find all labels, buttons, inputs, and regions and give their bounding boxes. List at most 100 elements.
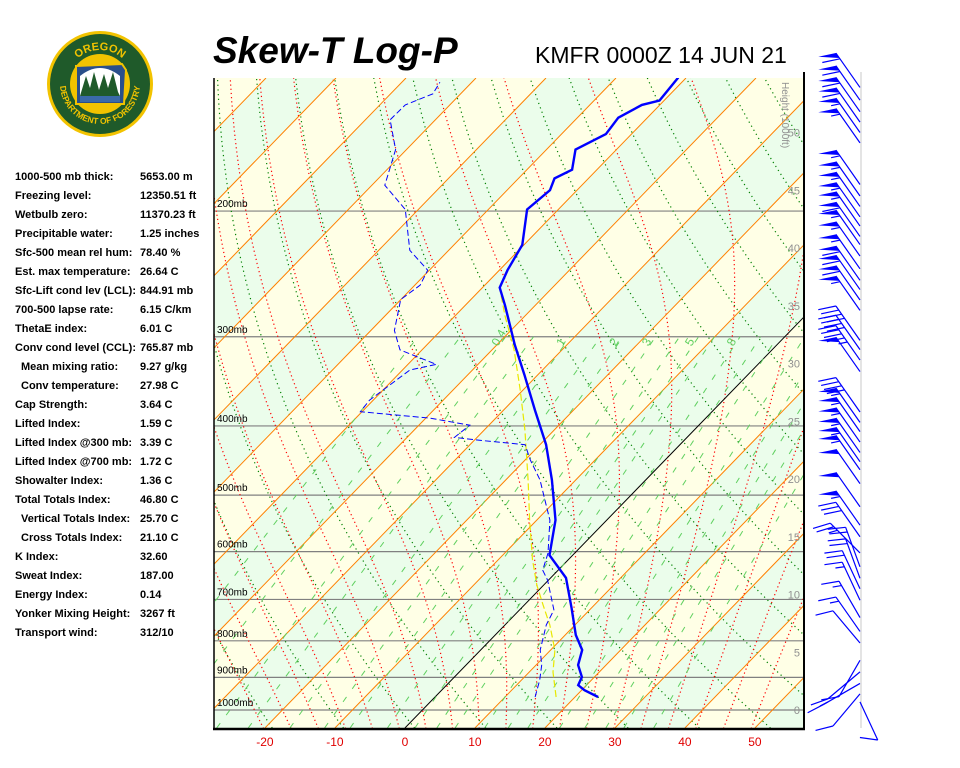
stat-value: 46.80 C (140, 494, 179, 506)
stat-row: Sweat Index: 187.00 (15, 567, 215, 586)
stat-value: 27.98 C (140, 380, 179, 392)
wind-barb (812, 522, 861, 554)
wind-barb-feather (822, 270, 841, 276)
mixing-ratio-line (247, 336, 534, 728)
wind-barb-half-feather (830, 402, 841, 406)
wind-barb-staff (835, 97, 861, 133)
moist-adiabat-line (750, 595, 804, 728)
wind-barb-feather (829, 542, 848, 547)
stat-row: Cross Totals Index: 21.10 C (15, 529, 215, 548)
temperature-tick-label: 50 (748, 735, 762, 749)
oregon-department-of-forestry-logo: OREGON DEPARTMENT OF FORESTRY (47, 31, 153, 137)
wind-barb (821, 580, 861, 618)
temperature-tick-label: -20 (256, 735, 274, 749)
stat-value: 0.14 (140, 589, 162, 601)
moist-adiabat-line (640, 78, 736, 728)
wind-barb (818, 191, 861, 227)
mixing-ratio-line (289, 336, 571, 728)
moist-adiabat-line (379, 78, 539, 728)
stat-value: 844.91 mb (140, 285, 194, 297)
wind-barb-half-feather (832, 584, 842, 588)
moist-adiabat-line (587, 78, 673, 728)
stat-value: 11370.23 ft (140, 209, 196, 221)
mixing-ratio-label: 1 (553, 335, 569, 348)
wind-barb-staff (835, 245, 861, 281)
wind-barb (818, 209, 861, 245)
mixing-ratio-label: 3 (639, 335, 655, 348)
wind-barb-feather (818, 325, 837, 330)
stat-value: 1.72 C (140, 456, 173, 468)
wind-barb-half-feather (830, 215, 841, 219)
mixing-ratio-line (324, 336, 602, 728)
wind-barb-flag (818, 449, 840, 455)
wind-barb-feather (807, 703, 824, 714)
wind-barb-flag (818, 172, 840, 177)
temperature-band (214, 100, 804, 728)
wind-barb-staff (835, 209, 861, 245)
temperature-band (684, 605, 804, 728)
chart-title: Skew-T Log-P (213, 30, 458, 71)
wind-barb-staff (835, 265, 861, 301)
stat-row: Conv temperature: 27.98 C (15, 377, 215, 396)
stat-label: Energy Index: (15, 589, 88, 601)
wind-barb (818, 336, 861, 372)
stat-value: 3.64 C (140, 399, 173, 411)
wind-barb-flag (818, 418, 840, 423)
temperature-line (498, 78, 680, 699)
wind-barbs (807, 52, 879, 741)
height-axis-label: Height (1000ft) (779, 82, 790, 148)
wind-barb (818, 76, 861, 113)
wind-barb-staff (835, 502, 861, 538)
wind-barb-staff (838, 580, 861, 618)
temperature-tick-label: 40 (678, 735, 692, 749)
wind-barb-flag (818, 397, 840, 403)
wind-barb (818, 87, 861, 123)
wind-barb-staff (827, 671, 861, 700)
stat-label: 700-500 lapse rate: (15, 304, 114, 316)
wind-barb-feather (821, 318, 839, 324)
temperature-band (544, 461, 804, 728)
dry-adiabat-line (881, 78, 960, 729)
wind-barb-staff (841, 550, 861, 589)
stat-label: Yonker Mixing Height: (15, 608, 131, 620)
stat-label: 1000-500 mb thick: (15, 171, 114, 183)
wind-barb-feather (812, 522, 831, 529)
wind-barb-flag (818, 435, 840, 441)
wind-barb-half-feather (830, 177, 841, 181)
wind-barb-feather (818, 501, 837, 507)
isotherm-line (214, 78, 757, 637)
dry-adiabat-line (646, 78, 804, 334)
wind-barb (807, 682, 861, 714)
wind-barb-staff (832, 610, 861, 644)
wind-barb-feather (826, 389, 845, 395)
moist-adiabat-line (259, 78, 454, 728)
stat-label: Sfc-500 mean rel hum: (15, 247, 133, 259)
wind-barb-half-feather (819, 701, 829, 707)
stat-row: Cap Strength: 3.64 C (15, 396, 215, 415)
height-tick-label: 0 (794, 705, 800, 717)
stat-row: Transport wind: 312/10 (15, 624, 215, 643)
dry-adiabat-line (373, 78, 771, 728)
mixing-ratio-line (454, 336, 715, 728)
wind-barb-staff (835, 448, 861, 484)
wind-barb (859, 701, 879, 741)
dry-adiabat-line (921, 78, 960, 729)
stat-label: ThetaE index: (15, 323, 88, 335)
wind-barb (818, 52, 861, 88)
wind-barb-flag (818, 472, 840, 478)
stat-value: 312/10 (140, 627, 174, 639)
wind-barb-feather (823, 322, 842, 328)
wind-barb-staff (835, 417, 861, 453)
wind-barb-flag (818, 407, 840, 413)
stat-label: Freezing level: (15, 190, 92, 202)
wind-barb-feather (822, 82, 841, 88)
wind-barb (818, 265, 861, 301)
dry-adiabat-line (763, 78, 804, 146)
stat-label: Wetbulb zero: (15, 209, 88, 221)
mixing-ratio-line (436, 336, 699, 728)
mixing-ratio-line (623, 428, 804, 728)
isotherm-line (684, 604, 804, 728)
mixing-ratio-label: 2 (606, 335, 622, 348)
wind-barb-feather (822, 207, 841, 213)
wind-barb-staff (838, 660, 861, 698)
